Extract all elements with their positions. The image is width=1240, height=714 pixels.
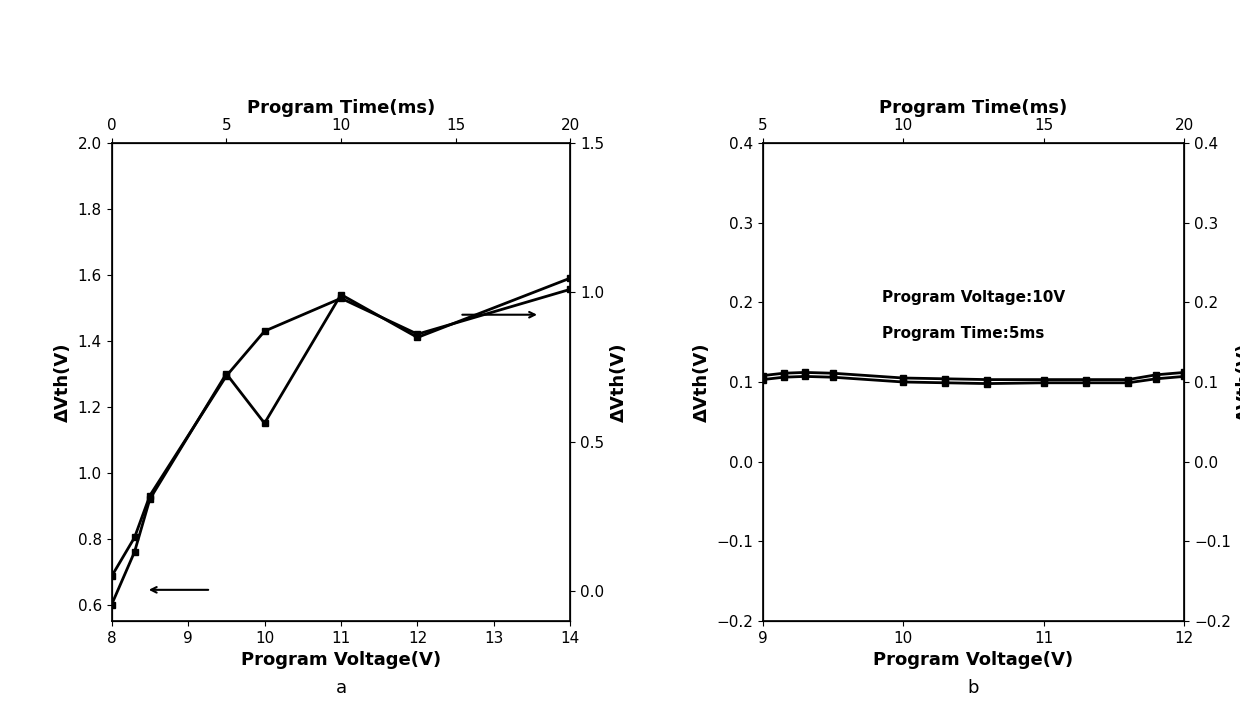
Y-axis label: ΔVth(V): ΔVth(V)	[610, 342, 627, 422]
Y-axis label: ΔVth(V): ΔVth(V)	[55, 342, 72, 422]
X-axis label: Program Time(ms): Program Time(ms)	[247, 99, 435, 116]
Y-axis label: ΔVth(V): ΔVth(V)	[692, 342, 711, 422]
X-axis label: Program Time(ms): Program Time(ms)	[879, 99, 1068, 116]
X-axis label: Program Voltage(V): Program Voltage(V)	[873, 651, 1074, 670]
X-axis label: Program Voltage(V): Program Voltage(V)	[241, 651, 441, 670]
Text: a: a	[336, 678, 346, 697]
Text: Program Time:5ms: Program Time:5ms	[882, 326, 1044, 341]
Y-axis label: ΔVth(V): ΔVth(V)	[1236, 342, 1240, 422]
Text: Program Voltage:10V: Program Voltage:10V	[882, 291, 1065, 306]
Text: b: b	[967, 678, 980, 697]
